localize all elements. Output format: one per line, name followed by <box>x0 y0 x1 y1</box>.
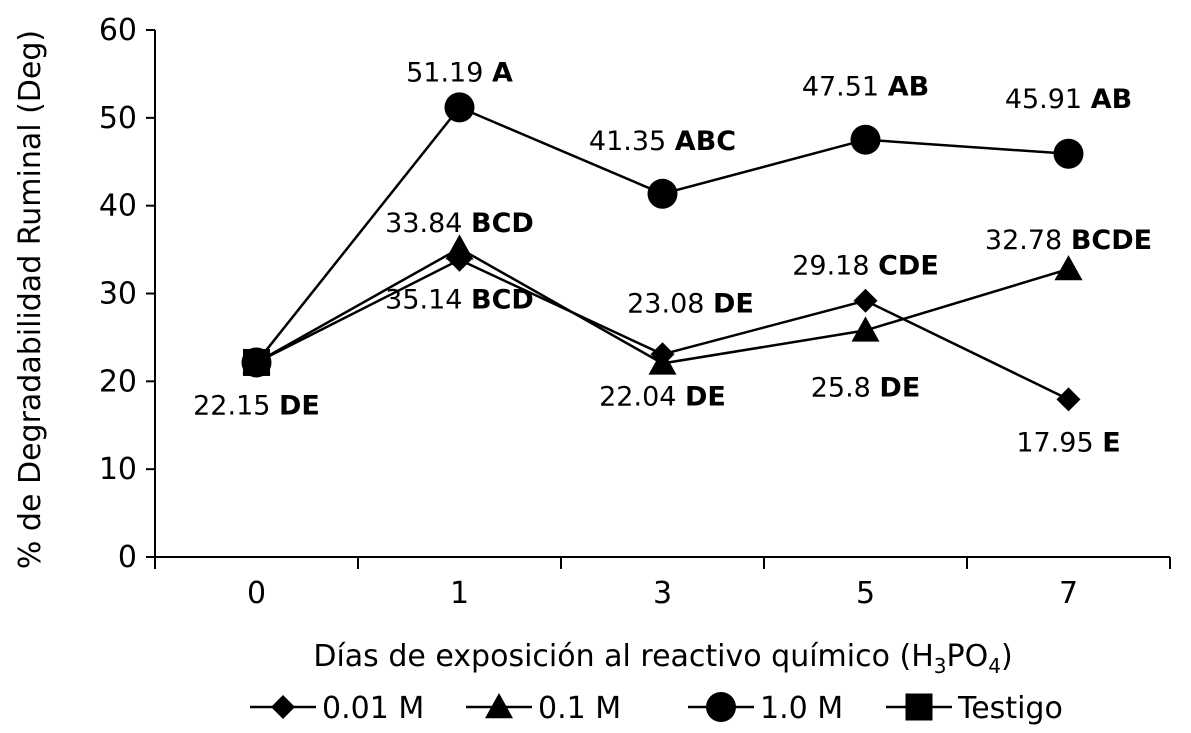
axes: 0 10 20 30 40 50 60 0 1 3 5 7 % de Degradabilidad Ru… <box>13 13 1171 678</box>
data-label: 45.91 AB <box>1005 84 1132 115</box>
legend-marker-diamond <box>271 695 295 719</box>
data-label: 22.04 DE <box>599 381 726 412</box>
data-label: 22.15 DE <box>193 390 320 421</box>
data-point-triangle <box>648 349 677 375</box>
legend-label: 0.01 M <box>322 691 424 726</box>
legend-marker-square <box>905 693 933 721</box>
data-point-circle <box>850 124 881 155</box>
data-point-circle <box>647 178 678 209</box>
x-tick-label: 1 <box>450 576 469 611</box>
legend-item: 1.0 M <box>688 691 843 726</box>
data-point-diamond <box>1056 387 1081 412</box>
y-tick-label: 40 <box>99 189 137 224</box>
y-tick-label: 10 <box>99 452 137 487</box>
data-point-diamond <box>853 288 878 313</box>
data-labels: 23.08 DE 29.18 CDE 17.95 E 35.14 BCD 22.04 D… <box>193 57 1152 458</box>
legend-label: 1.0 M <box>760 691 843 726</box>
data-label: 32.78 BCDE <box>985 225 1152 256</box>
data-point-circle <box>444 92 475 123</box>
data-label: 47.51 AB <box>802 72 929 103</box>
data-point-triangle <box>851 316 880 342</box>
legend-label: 0.1 M <box>538 691 621 726</box>
legend: 0.01 M 0.1 M 1.0 M Testigo <box>250 691 1063 726</box>
y-axis-title: % de Degradabilidad Ruminal (Deg) <box>13 30 48 569</box>
data-label: 29.18 CDE <box>792 251 939 282</box>
data-point-triangle <box>445 234 474 260</box>
data-point-circle <box>1053 138 1084 169</box>
data-point-triangle <box>1054 255 1083 281</box>
y-tick-label: 60 <box>99 13 137 48</box>
y-tick-label: 50 <box>99 101 137 136</box>
x-tick-label: 0 <box>247 576 266 611</box>
data-label: 25.8 DE <box>811 372 921 403</box>
legend-label: Testigo <box>957 691 1063 726</box>
data-label: 33.84 BCD <box>385 208 534 239</box>
legend-marker-circle <box>706 692 736 722</box>
data-label: 41.35 ABC <box>589 126 736 157</box>
y-tick-label: 30 <box>99 277 137 312</box>
series-line <box>255 258 1070 401</box>
y-tick-label: 0 <box>118 540 137 575</box>
legend-item: 0.1 M <box>466 691 621 726</box>
data-label: 35.14 BCD <box>385 284 534 315</box>
legend-marker-triangle <box>485 693 513 719</box>
data-label: 51.19 A <box>406 57 513 88</box>
x-tick-label: 5 <box>856 576 875 611</box>
x-tick-label: 3 <box>653 576 672 611</box>
y-tick-label: 20 <box>99 364 137 399</box>
series-square <box>243 348 270 376</box>
x-axis-title: Días de exposición al reactivo químico (… <box>313 639 1012 678</box>
legend-item: 0.01 M <box>250 691 424 726</box>
series-layer <box>241 92 1084 412</box>
x-tick-label: 7 <box>1059 576 1078 611</box>
legend-item: Testigo <box>886 691 1063 726</box>
data-label: 17.95 E <box>1016 427 1120 458</box>
data-label: 23.08 DE <box>627 288 754 319</box>
data-point-square <box>243 348 270 376</box>
